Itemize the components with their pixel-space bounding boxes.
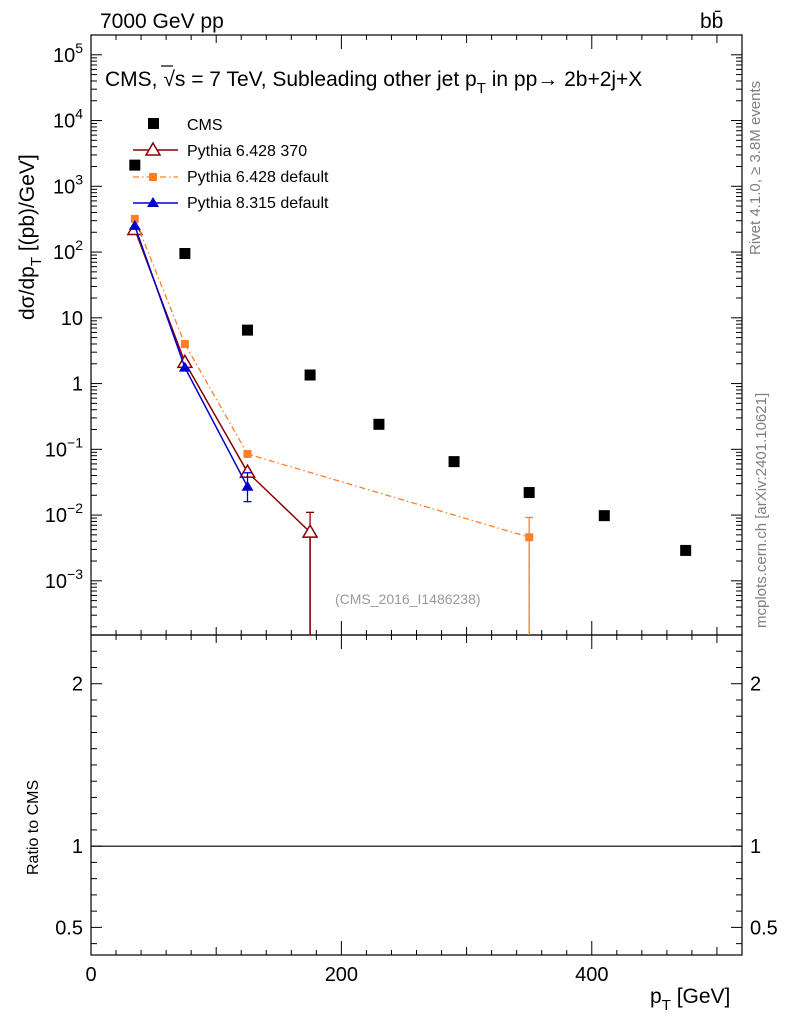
series-pythia-8-315-default [128,219,254,503]
y-tick-label: 10−3 [45,566,83,593]
y-tick-label: 10 [61,308,83,330]
ratio-tick-label-left: 2 [72,674,83,696]
series-cms [129,159,692,556]
process-label: bb̄ [700,10,723,33]
series-layer [126,159,692,635]
legend-label-pythia6-default: Pythia 6.428 default [187,169,329,186]
ratio-y-axis-label: Ratio to CMS [25,780,42,875]
data-point [523,487,535,499]
x-axis-label: pT [GeV] [650,985,730,1014]
series-line [134,229,311,635]
y-tick-label: 104 [53,106,83,133]
y-tick-label: 102 [53,237,83,264]
legend-label-pythia6-370: Pythia 6.428 370 [187,143,307,160]
series-line [134,218,530,635]
ratio-axis-ticks: 0.5 0.5 1 1 2 2 [55,634,778,945]
data-point [680,544,692,556]
ratio-plot-frame [90,634,743,956]
data-point [180,339,189,348]
data-point [448,456,460,468]
data-point [178,361,191,372]
y-tick-label: 1 [72,374,83,396]
mcplots-label: mcplots.cern.ch [arXiv:2401.10621] [753,393,770,628]
x-axis-ticks: 0 200 400 [85,35,743,986]
ratio-tick-label-right: 2 [750,674,761,696]
y-tick-label: 103 [53,171,83,198]
x-tick-label: 0 [85,964,96,986]
legend-label-cms: CMS [187,117,223,134]
ratio-tick-label-right: 0.5 [750,917,778,939]
legend-marker-cms [148,118,159,129]
data-point [301,523,319,538]
ratio-tick-label-right: 1 [750,836,761,858]
ratio-tick-label-left: 1 [72,836,83,858]
legend-marker-pythia6-370 [144,141,162,156]
series-pythia-6-428-default [130,214,534,635]
rivet-label: Rivet 4.1.0, ≥ 3.8M events [747,81,764,255]
analysis-watermark: (CMS_2016_I1486238) [335,591,481,607]
legend: CMS Pythia 6.428 370 Pythia 6.428 defaul… [133,117,329,212]
legend-marker-pythia8-default [147,197,159,207]
data-point [130,214,139,223]
data-point [179,248,191,260]
y-tick-label: 10−1 [45,434,83,461]
x-tick-label: 200 [325,964,358,986]
data-point [304,369,316,381]
data-point [129,159,141,171]
chart-title: CMS, √s = 7 TeV, Subleading other jet pT… [105,68,642,97]
x-tick-label: 400 [575,964,608,986]
data-point [128,219,141,230]
data-point [598,510,610,522]
energy-label: 7000 GeV pp [100,10,224,33]
y-tick-label: 10−2 [45,500,83,527]
y-axis-label: dσ/dpT [(pb)/GeV] [16,154,45,320]
series-line [134,225,249,488]
data-point [241,480,254,491]
data-point [241,324,253,336]
legend-marker-pythia6-default [149,173,157,181]
data-point [243,449,252,458]
legend-label-pythia8-default: Pythia 8.315 default [187,195,329,212]
data-point [525,533,534,542]
y-axis-ticks: 10−3 10−2 10−1 1 10 102 103 104 105 [45,34,742,628]
y-tick-label: 105 [53,40,83,67]
data-point [373,418,385,430]
ratio-tick-label-left: 0.5 [55,917,83,939]
